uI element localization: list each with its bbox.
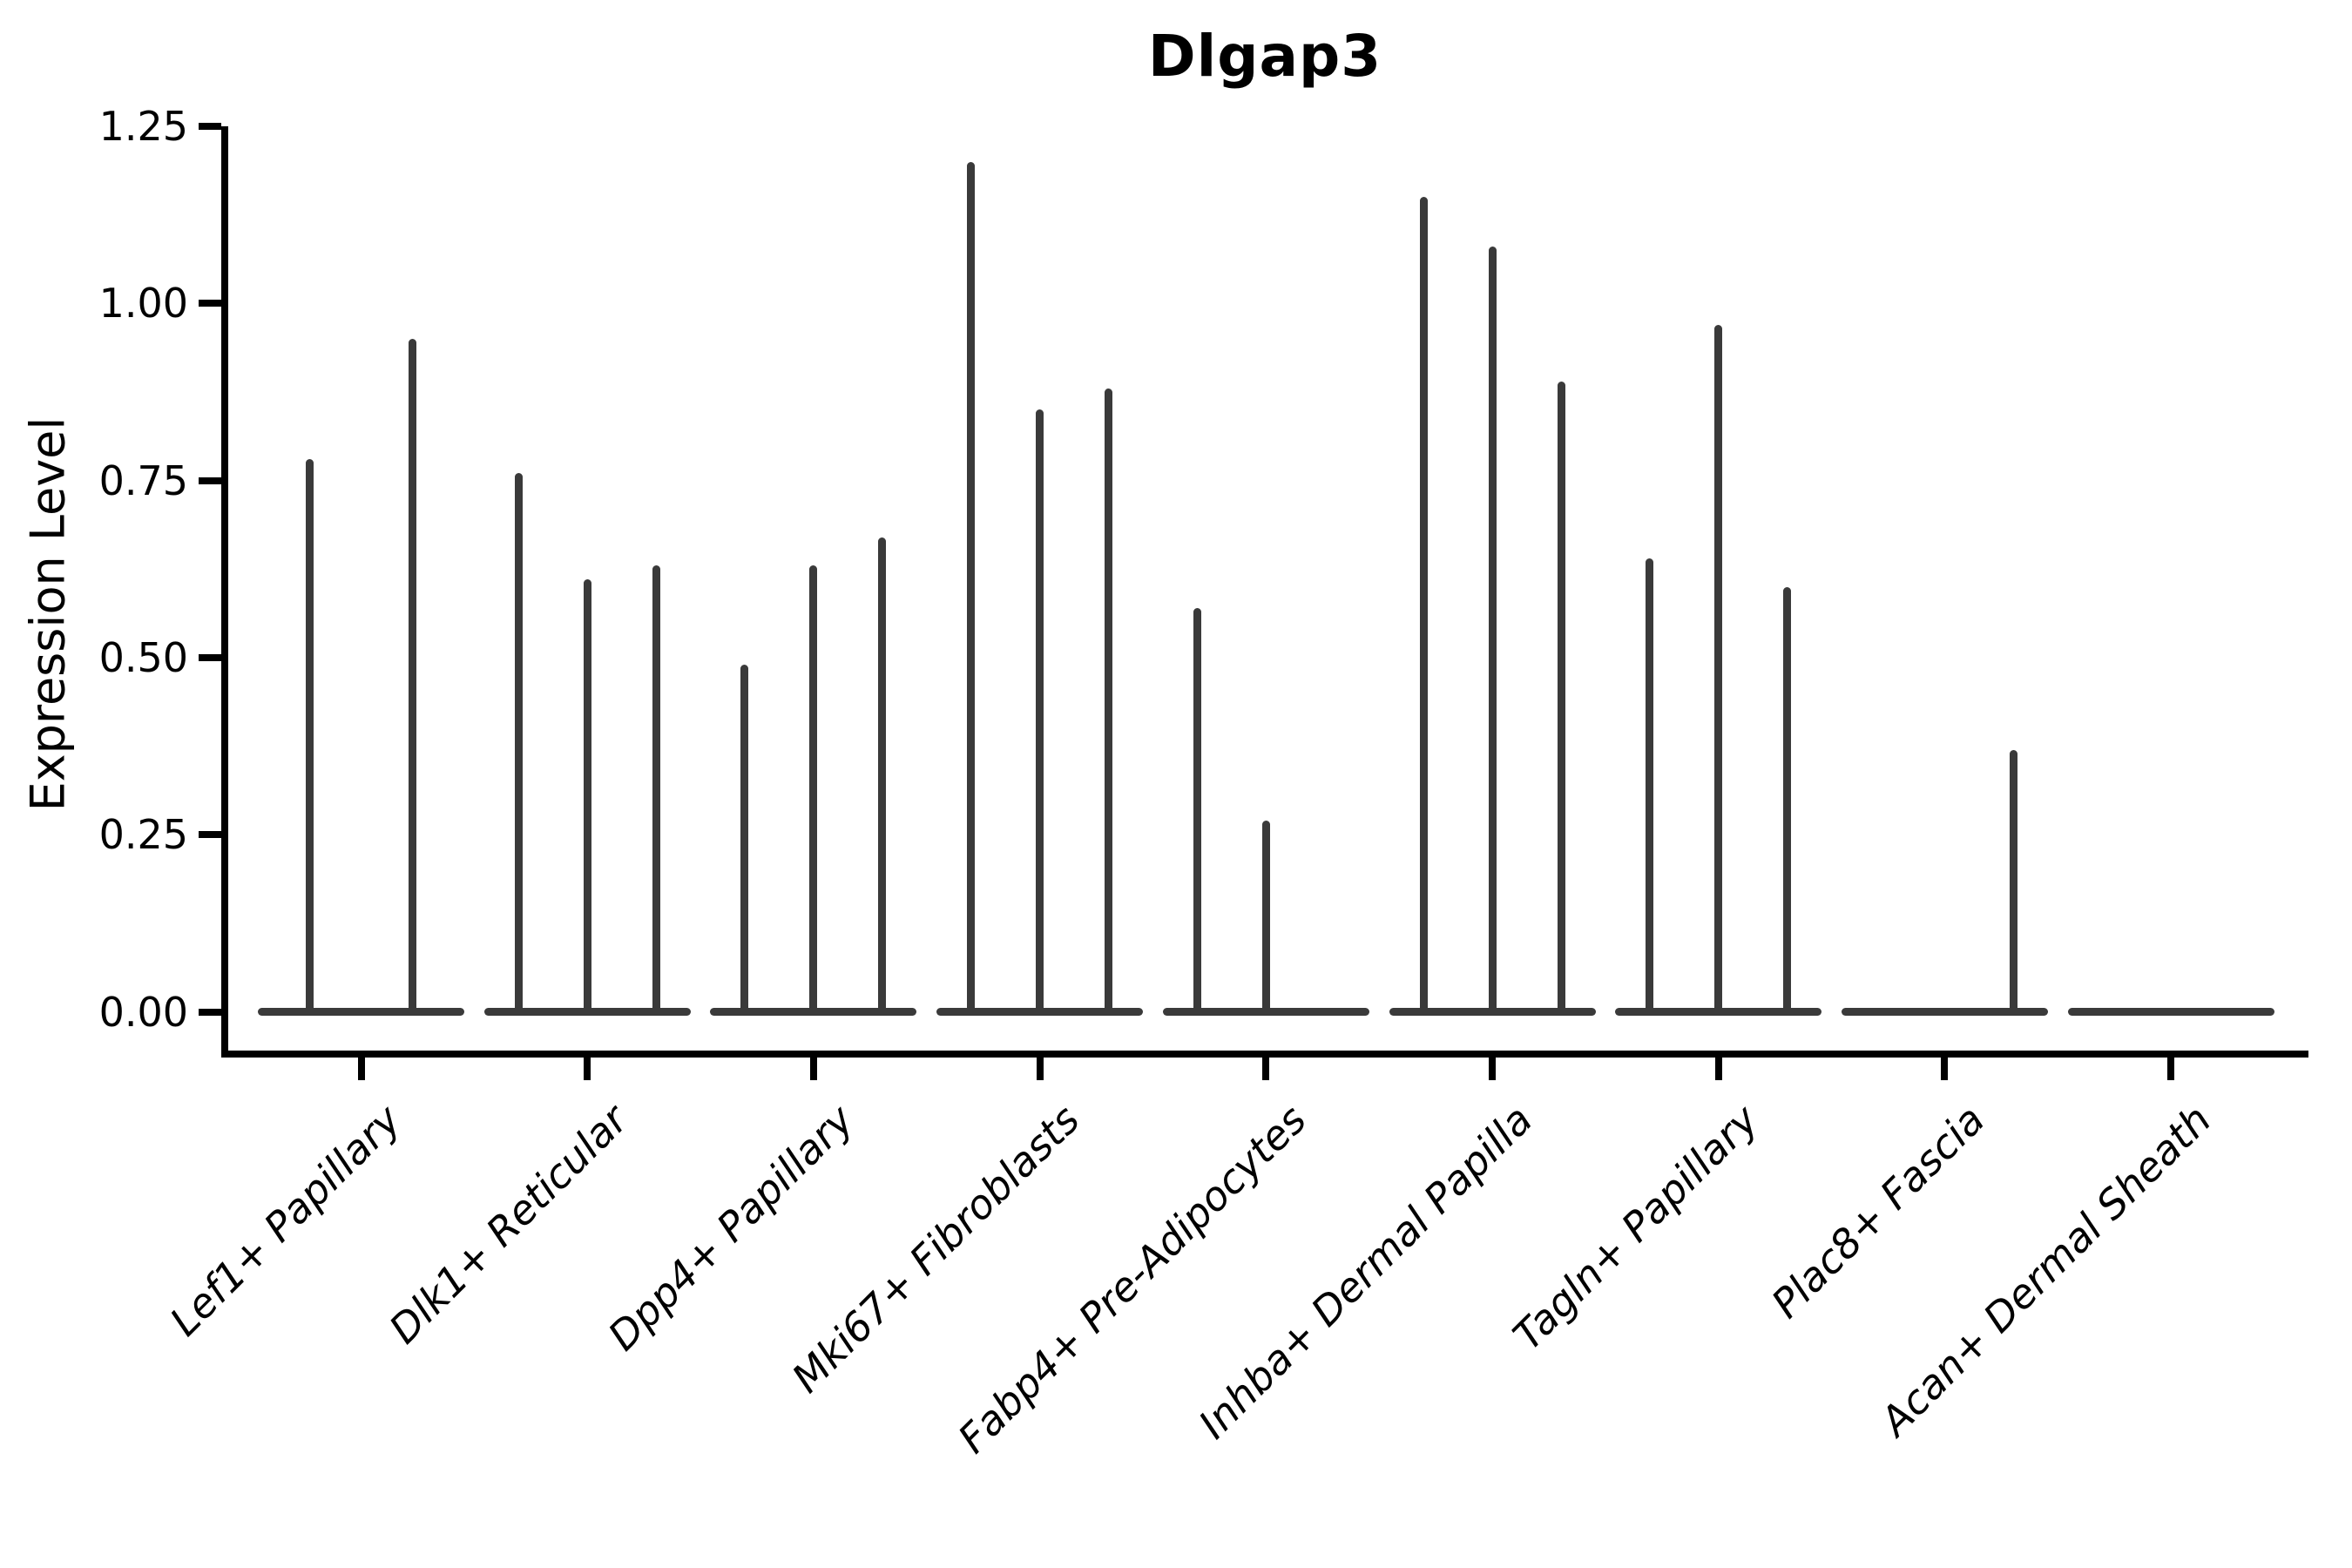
x-tick-label: Dlk1+ Reticular <box>379 1096 637 1353</box>
violin-needle <box>809 565 818 1016</box>
y-tick-label: 0.50 <box>98 633 188 681</box>
x-tick <box>1036 1058 1044 1080</box>
x-tick <box>1714 1058 1722 1080</box>
violin-base <box>2067 1008 2274 1016</box>
x-tick-label: Dpp4+ Papillary <box>598 1096 863 1360</box>
x-tick <box>1262 1058 1270 1080</box>
y-tick-label: 1.00 <box>98 280 188 328</box>
x-tick-label: Lef1+ Papillary <box>160 1096 410 1345</box>
violin-needle <box>1105 388 1113 1016</box>
y-tick-label: 0.75 <box>98 456 188 504</box>
x-axis-spine <box>221 1051 2308 1058</box>
violin-needle <box>1557 381 1565 1016</box>
violin-base <box>1841 1008 2048 1016</box>
violin-needle <box>583 579 591 1016</box>
violin-needle <box>514 473 523 1016</box>
y-tick-label: 0.00 <box>98 988 188 1036</box>
x-tick-label: Plac8+ Fascia <box>1762 1096 1994 1328</box>
y-tick <box>199 1008 221 1016</box>
y-tick <box>199 653 221 661</box>
x-tick-label: Tagln+ Papillary <box>1504 1096 1767 1360</box>
violin-needle <box>967 161 976 1016</box>
violin-needle <box>1488 247 1497 1016</box>
x-tick <box>809 1058 817 1080</box>
violin-needle <box>409 338 417 1016</box>
violin-needle <box>740 665 749 1016</box>
y-tick <box>199 300 221 308</box>
violin-needle <box>652 565 660 1016</box>
violin-needle <box>1646 558 1654 1016</box>
violin-needle <box>305 459 314 1016</box>
violin-needle <box>2009 749 2017 1016</box>
violin-base <box>258 1008 464 1016</box>
violin-needle <box>1193 607 1201 1016</box>
violin-needle <box>1714 324 1723 1016</box>
violin-needle <box>1419 197 1428 1016</box>
violin-needle <box>1261 820 1270 1016</box>
y-tick <box>199 123 221 130</box>
y-tick-label: 1.25 <box>98 103 188 150</box>
x-tick <box>2167 1058 2175 1080</box>
x-tick <box>357 1058 365 1080</box>
chart-title: Dlgap3 <box>1147 23 1382 90</box>
x-tick <box>1941 1058 1949 1080</box>
violin-needle <box>1036 409 1044 1016</box>
x-tick <box>1489 1058 1496 1080</box>
y-axis-spine <box>221 126 228 1058</box>
y-tick <box>199 476 221 484</box>
violin-needle <box>1783 586 1792 1016</box>
y-tick-label: 0.25 <box>98 811 188 859</box>
y-tick <box>199 831 221 839</box>
violin-needle <box>878 537 887 1016</box>
x-tick <box>584 1058 591 1080</box>
